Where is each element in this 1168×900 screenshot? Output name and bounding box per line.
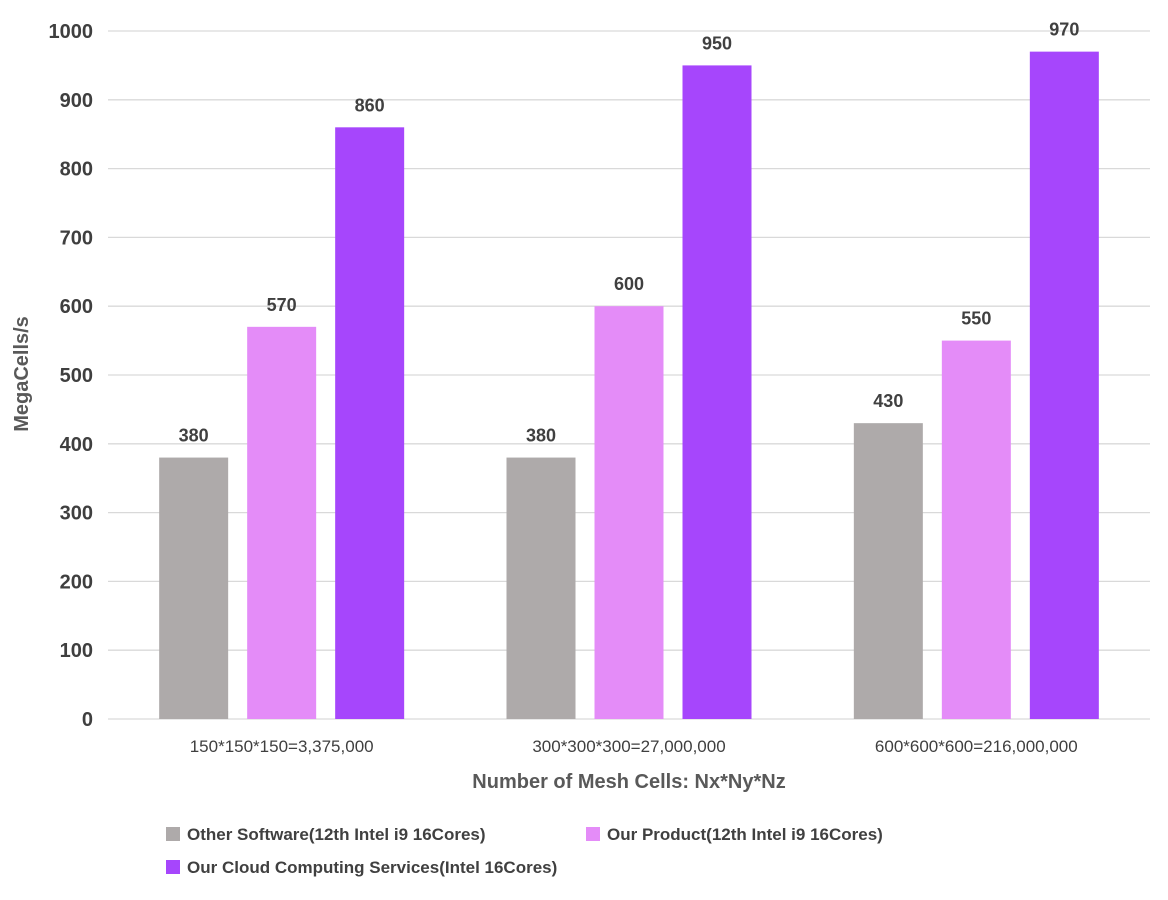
data-label-series2-cat2: 600 bbox=[614, 274, 644, 294]
legend-label-2: Our Product(12th Intel i9 16Cores) bbox=[607, 825, 883, 844]
data-label-series3-cat2: 950 bbox=[702, 33, 732, 53]
x-axis-categories: 150*150*150=3,375,000 300*300*300=27,000,… bbox=[190, 737, 1078, 756]
x-axis-title: Number of Mesh Cells: Nx*Ny*Nz bbox=[472, 771, 785, 793]
bar-series1-cat3 bbox=[853, 423, 923, 719]
data-label-series2-cat3: 550 bbox=[961, 309, 991, 329]
legend-swatch-2 bbox=[586, 827, 600, 841]
legend-label-1: Other Software(12th Intel i9 16Cores) bbox=[187, 825, 486, 844]
bar-series3-cat3 bbox=[1029, 51, 1099, 719]
data-label-series2-cat1: 570 bbox=[267, 295, 297, 315]
bar-series1-cat2 bbox=[506, 457, 576, 719]
bar-series3-cat1 bbox=[335, 127, 405, 719]
y-tick-label-700: 700 bbox=[60, 227, 93, 249]
y-axis-title: MegaCells/s bbox=[11, 316, 33, 432]
y-tick-label-100: 100 bbox=[60, 640, 93, 662]
bars bbox=[159, 51, 1099, 719]
y-tick-label-200: 200 bbox=[60, 571, 93, 593]
y-tick-label-1000: 1000 bbox=[49, 21, 94, 43]
x-category-label-3: 600*600*600=216,000,000 bbox=[875, 737, 1078, 756]
legend: Other Software(12th Intel i9 16Cores) Our… bbox=[166, 825, 883, 877]
data-label-series1-cat3: 430 bbox=[873, 391, 903, 411]
x-category-label-2: 300*300*300=27,000,000 bbox=[532, 737, 725, 756]
bar-series1-cat1 bbox=[159, 457, 229, 719]
y-tick-label-0: 0 bbox=[82, 709, 93, 731]
y-tick-label-600: 600 bbox=[60, 296, 93, 318]
data-label-series3-cat3: 970 bbox=[1049, 20, 1079, 40]
legend-label-3: Our Cloud Computing Services(Intel 16Cor… bbox=[187, 858, 557, 877]
legend-swatch-3 bbox=[166, 860, 180, 874]
y-tick-label-300: 300 bbox=[60, 503, 93, 525]
data-label-series3-cat1: 860 bbox=[355, 95, 385, 115]
x-category-label-1: 150*150*150=3,375,000 bbox=[190, 737, 374, 756]
data-labels: 380 570 860 380 600 950 430 550 970 bbox=[179, 20, 1080, 446]
y-tick-label-500: 500 bbox=[60, 365, 93, 387]
data-label-series1-cat1: 380 bbox=[179, 426, 209, 446]
bar-series2-cat3 bbox=[941, 340, 1011, 719]
y-tick-label-900: 900 bbox=[60, 90, 93, 112]
legend-swatch-1 bbox=[166, 827, 180, 841]
bar-series2-cat2 bbox=[594, 306, 664, 719]
data-label-series1-cat2: 380 bbox=[526, 426, 556, 446]
y-tick-label-400: 400 bbox=[60, 434, 93, 456]
bar-series2-cat1 bbox=[247, 326, 317, 719]
y-axis-ticks: 0 100 200 300 400 500 600 700 800 900 1000 bbox=[49, 21, 94, 731]
bar-series3-cat2 bbox=[682, 65, 752, 719]
y-tick-label-800: 800 bbox=[60, 159, 93, 181]
